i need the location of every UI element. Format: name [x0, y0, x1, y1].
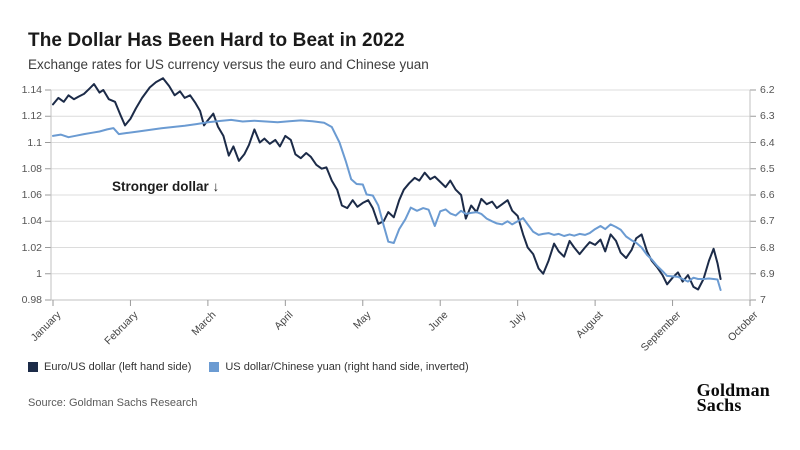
stronger-dollar-annotation: Stronger dollar ↓	[112, 179, 220, 194]
yuan-legend-label: US dollar/Chinese yuan (right hand side,…	[225, 361, 469, 373]
euro-legend-swatch-icon	[28, 362, 38, 372]
right-axis-tick-label: 6.9	[760, 267, 775, 280]
right-axis-tick-label: 6.8	[760, 241, 775, 254]
left-axis-tick-label: 0.98	[21, 294, 42, 306]
left-axis-tick-label: 1.06	[21, 189, 42, 201]
left-axis-tick-label: 1.12	[21, 110, 42, 123]
euro-usd-line	[52, 77, 722, 291]
right-axis-tick-label: 6.4	[760, 136, 775, 149]
right-axis-tick-label: 6.5	[760, 162, 775, 175]
right-axis-tick-label: 6.6	[760, 189, 775, 201]
logo-line-2: Sachs	[696, 395, 742, 415]
left-axis-tick-label: 1.14	[21, 84, 42, 96]
page-title: The Dollar Has Been Hard to Beat in 2022	[28, 30, 405, 51]
right-axis-tick-label: 6.7	[760, 215, 775, 228]
source-text: Source: Goldman Sachs Research	[28, 397, 198, 409]
left-axis-tick-label: 1.08	[21, 162, 42, 175]
left-axis-tick-label: 1.04	[21, 215, 42, 228]
right-axis-tick-label: 6.3	[760, 110, 775, 123]
right-axis-tick-label: 7	[760, 294, 766, 306]
chart-legend: Euro/US dollar (left hand side) US dolla…	[28, 361, 469, 373]
right-axis-tick-label: 6.2	[760, 84, 775, 96]
left-axis-tick-label: 1	[36, 267, 42, 280]
usd-cny-line	[52, 118, 722, 291]
page-subtitle: Exchange rates for US currency versus th…	[28, 57, 429, 72]
logo-line-1: Goldman	[696, 380, 770, 400]
euro-legend-label: Euro/US dollar (left hand side)	[44, 361, 192, 373]
left-axis-tick-label: 1.02	[21, 241, 42, 254]
legend-item-yuan: US dollar/Chinese yuan (right hand side,…	[209, 361, 469, 373]
yuan-legend-swatch-icon	[209, 362, 220, 372]
legend-item-euro: Euro/US dollar (left hand side)	[28, 361, 191, 373]
goldman-sachs-logo: Goldman Sachs	[696, 380, 770, 415]
left-axis-tick-label: 1.1	[27, 136, 42, 149]
